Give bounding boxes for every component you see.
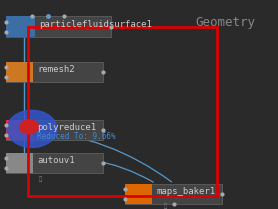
FancyBboxPatch shape xyxy=(6,153,33,173)
Text: 🔒: 🔒 xyxy=(164,203,167,209)
FancyBboxPatch shape xyxy=(6,120,103,140)
FancyBboxPatch shape xyxy=(125,184,222,204)
Text: particlefluidsurface1: particlefluidsurface1 xyxy=(39,20,152,29)
Circle shape xyxy=(20,120,39,134)
FancyBboxPatch shape xyxy=(6,62,103,83)
Circle shape xyxy=(7,110,57,147)
FancyBboxPatch shape xyxy=(6,120,33,140)
FancyBboxPatch shape xyxy=(125,184,152,204)
Text: autouv1: autouv1 xyxy=(37,156,75,165)
Text: polyreduce1: polyreduce1 xyxy=(37,123,96,132)
FancyBboxPatch shape xyxy=(6,17,111,37)
Text: 🔒: 🔒 xyxy=(39,177,42,182)
Text: Reduced To: 9.66%: Reduced To: 9.66% xyxy=(37,132,116,141)
FancyBboxPatch shape xyxy=(6,62,33,83)
Text: remesh2: remesh2 xyxy=(37,65,75,74)
Text: maps_baker1: maps_baker1 xyxy=(157,187,216,196)
FancyBboxPatch shape xyxy=(6,153,103,173)
FancyBboxPatch shape xyxy=(6,17,35,37)
Text: Geometry: Geometry xyxy=(196,17,256,29)
